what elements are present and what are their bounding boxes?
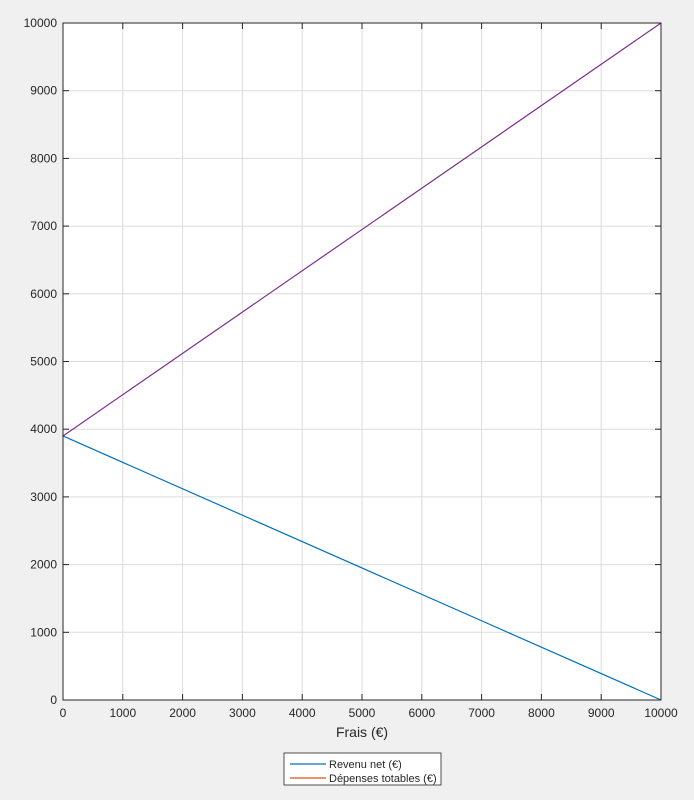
- series-layer: [62, 22, 662, 701]
- y-tick-label: 0: [50, 693, 57, 707]
- x-tick-label: 1000: [109, 706, 136, 720]
- legend-box: [283, 752, 442, 786]
- legend: Revenu net (€) Dépenses totables (€): [283, 752, 442, 786]
- x-tick-label: 8000: [528, 706, 555, 720]
- y-tick-label: 4000: [30, 422, 57, 436]
- y-tick-label: 9000: [30, 84, 57, 98]
- y-tick-label: 3000: [30, 490, 57, 504]
- series-line-0: [62, 435, 662, 701]
- ticks: 0 1000 2000 3000 4000 5000 6000 7000 8000 9000 100…: [24, 16, 678, 720]
- legend-label-1: Dépenses totables (€): [329, 773, 437, 785]
- x-tick-label: 3000: [229, 706, 256, 720]
- y-tick-label: 6000: [30, 287, 57, 301]
- x-tick-label: 5000: [349, 706, 376, 720]
- y-tick-label: 2000: [30, 558, 57, 572]
- x-tick-label: 2000: [169, 706, 196, 720]
- x-tick-label: 9000: [588, 706, 615, 720]
- y-tick-label: 7000: [30, 219, 57, 233]
- legend-label-0: Revenu net (€): [329, 759, 402, 771]
- x-tick-label: 10000: [644, 706, 678, 720]
- series-line-2: [62, 22, 662, 437]
- x-tick-label: 0: [60, 706, 67, 720]
- x-tick-label: 7000: [468, 706, 495, 720]
- x-tick-label: 4000: [289, 706, 316, 720]
- y-tick-label: 1000: [30, 625, 57, 639]
- x-tick-label: 6000: [408, 706, 435, 720]
- y-tick-label: 8000: [30, 151, 57, 165]
- y-tick-label: 5000: [30, 355, 57, 369]
- y-tick-label: 10000: [24, 16, 58, 30]
- x-axis-label: Frais (€): [336, 724, 388, 740]
